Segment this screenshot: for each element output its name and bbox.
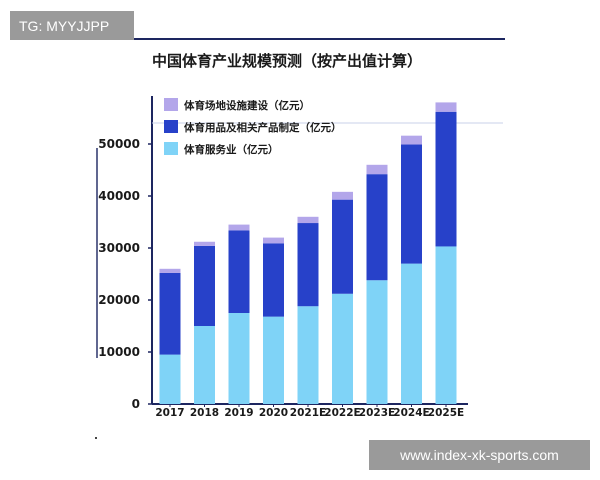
x-tick-label: 2019 (224, 407, 253, 419)
x-tick-label: 2025E (428, 407, 464, 419)
bar-segment-goods (332, 199, 353, 294)
bars (159, 102, 457, 404)
y-tick-label: 40000 (98, 189, 140, 203)
bar-segment-construction (194, 241, 215, 246)
channel-stamp: TG: MYYJJPP (10, 11, 134, 40)
bar-segment-construction (228, 224, 250, 231)
bar-segment-services (332, 293, 353, 404)
y-tick-label: 20000 (98, 293, 140, 307)
bar-segment-goods (159, 272, 181, 355)
bar-segment-services (297, 306, 319, 404)
y-tick-label: 30000 (98, 241, 140, 255)
legend-label: 体育用品及相关产品制定（亿元） (184, 121, 342, 134)
bar-segment-goods (228, 230, 250, 313)
bar-segment-goods (297, 223, 319, 307)
legend-swatch (164, 98, 178, 111)
bar-segment-services (263, 316, 284, 404)
x-tick-label: 2024E (393, 407, 429, 419)
bar-segment-services (194, 326, 215, 404)
chart-title: 中国体育产业规模预测（按产出值计算） (152, 52, 422, 70)
top-rule (95, 38, 505, 40)
legend-swatch (164, 142, 178, 155)
legend-label: 体育服务业（亿元） (184, 143, 279, 156)
x-tick-label: 2021E (290, 407, 326, 419)
bar-segment-construction (366, 164, 388, 175)
legend: 体育场地设施建设（亿元） 体育用品及相关产品制定（亿元） 体育服务业（亿元） (164, 98, 342, 156)
x-tick-label: 2018 (190, 407, 219, 419)
x-tick-label: 2017 (155, 407, 184, 419)
bar-segment-construction (401, 135, 422, 145)
site-link[interactable]: www.index-xk-sports.com (369, 440, 590, 470)
x-tick-label: 2023E (359, 407, 395, 419)
bar-segment-goods (263, 243, 284, 317)
bar-segment-construction (263, 237, 284, 244)
bar-segment-goods (401, 144, 422, 264)
bar-segment-goods (366, 174, 388, 281)
bar-segment-services (366, 280, 388, 404)
bar-segment-construction (332, 191, 353, 200)
bar-segment-construction (297, 216, 319, 224)
bar-segment-services (228, 313, 250, 404)
legend-label: 体育场地设施建设（亿元） (184, 99, 310, 112)
speck (95, 437, 97, 439)
y-tick-label: 50000 (98, 137, 140, 151)
bar-segment-goods (435, 111, 457, 247)
x-tick-label: 2020 (259, 407, 288, 419)
bar-segment-services (159, 354, 181, 404)
bar-segment-services (435, 246, 457, 404)
x-tick-label: 2022E (324, 407, 360, 419)
y-tick-label: 10000 (98, 345, 140, 359)
legend-swatch (164, 120, 178, 133)
bar-segment-construction (435, 102, 457, 112)
bar-segment-services (401, 263, 422, 404)
bar-segment-goods (194, 245, 215, 326)
bar-segment-construction (159, 268, 181, 273)
y-tick-label: 0 (132, 397, 140, 411)
